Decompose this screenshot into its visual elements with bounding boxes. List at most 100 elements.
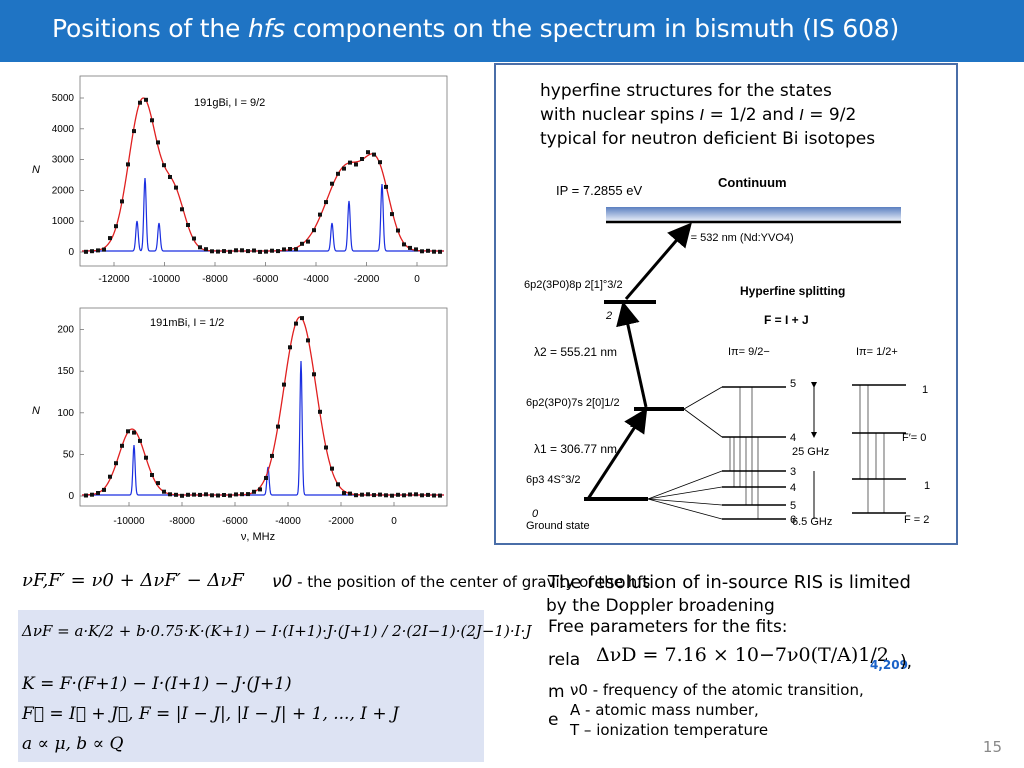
data-point	[270, 453, 274, 458]
data-point	[306, 239, 310, 244]
data-point	[144, 97, 148, 102]
delta-nu-formula: ΔνF = a·K/2 + b·0.75·K·(K+1) − I·(I+1)·J…	[22, 622, 532, 640]
data-point	[408, 492, 412, 497]
svg-text:F = I + J: F = I + J	[764, 313, 809, 327]
data-point	[318, 212, 322, 217]
data-point	[402, 242, 406, 247]
data-point	[102, 487, 106, 492]
x-tick-label: -10000	[149, 274, 181, 285]
data-point	[180, 207, 184, 212]
data-point	[438, 493, 442, 498]
svg-text:4: 4	[790, 432, 796, 444]
data-point	[354, 162, 358, 167]
hfs-formula-box: ΔνF = a·K/2 + b·0.75·K·(K+1) − I·(I+1)·J…	[18, 610, 531, 762]
data-point	[258, 487, 262, 492]
data-point	[96, 491, 100, 495]
data-point	[132, 129, 136, 134]
data-point	[420, 249, 424, 254]
data-point	[300, 316, 304, 321]
svg-text:4: 4	[790, 482, 796, 494]
svg-text:6p3 4S°3/2: 6p3 4S°3/2	[526, 474, 581, 486]
data-point	[360, 492, 364, 497]
free-parameters-heading: Free parameters for the fits:	[548, 617, 788, 637]
data-point	[420, 493, 424, 498]
data-point	[246, 492, 250, 497]
x-tick-label: -2000	[354, 274, 380, 285]
data-point	[258, 249, 262, 254]
svg-text:6p2(3P0)8p 2[1]°3/2: 6p2(3P0)8p 2[1]°3/2	[524, 279, 623, 291]
data-point	[288, 345, 292, 350]
svg-text:1: 1	[922, 384, 928, 396]
data-point	[198, 492, 202, 497]
x-axis-label: ν, MHz	[241, 531, 275, 543]
data-point	[264, 476, 268, 480]
data-point	[114, 224, 118, 229]
data-point	[108, 474, 112, 479]
y-tick-label: 50	[63, 449, 75, 460]
legend-line-1: ν0 - frequency of the atomic transition,	[570, 681, 864, 699]
y-axis-label: N	[32, 164, 40, 176]
data-point	[294, 321, 298, 326]
data-point	[228, 249, 232, 254]
data-point	[276, 249, 280, 254]
x-tick-label: -10000	[113, 516, 145, 527]
data-point	[144, 455, 148, 460]
data-point	[384, 184, 388, 189]
svg-text:Iπ= 1/2+: Iπ= 1/2+	[856, 346, 898, 358]
data-point	[216, 493, 220, 498]
svg-text:F = 2: F = 2	[904, 514, 929, 526]
data-point	[390, 493, 394, 498]
svg-text:6p2(3P0)7s 2[0]1/2: 6p2(3P0)7s 2[0]1/2	[526, 397, 620, 409]
data-point	[342, 166, 346, 171]
page-number: 15	[982, 738, 1002, 756]
data-point	[228, 493, 232, 498]
data-point	[324, 200, 328, 205]
data-point	[210, 493, 214, 498]
data-point	[222, 493, 226, 497]
data-point	[348, 491, 352, 496]
data-point	[378, 492, 382, 497]
data-point	[270, 248, 274, 253]
x-tick-label: -12000	[98, 274, 130, 285]
data-point	[222, 249, 226, 254]
slide-header: Positions of the hfs components on the s…	[0, 0, 1024, 62]
data-point	[138, 100, 142, 105]
data-point	[114, 461, 118, 466]
data-point	[408, 245, 412, 250]
data-point	[378, 160, 382, 165]
data-point	[204, 492, 208, 497]
data-point	[282, 382, 286, 387]
paren-fragment: ),	[900, 652, 913, 672]
data-point	[234, 492, 238, 497]
data-point	[150, 118, 154, 123]
data-point	[168, 492, 172, 497]
svg-text:Hyperfine splitting: Hyperfine splitting	[740, 284, 845, 298]
e-fragment: e	[548, 710, 559, 730]
svg-text:F′= 0: F′= 0	[902, 432, 926, 444]
data-point	[132, 430, 136, 435]
angular-momentum-formula: F⃗ = I⃗ + J⃗, F = |I − J|, |I − J| + 1, …	[22, 704, 399, 724]
data-point	[312, 372, 316, 377]
data-point	[240, 492, 244, 497]
data-point	[252, 489, 256, 494]
y-tick-label: 4000	[52, 124, 75, 135]
y-tick-label: 3000	[52, 155, 75, 166]
data-point	[414, 247, 418, 252]
data-point	[300, 241, 304, 246]
data-point	[396, 492, 400, 497]
data-point	[162, 489, 166, 494]
legend-line-2: A - atomic mass number,	[570, 701, 759, 719]
x-tick-label: -2000	[328, 516, 354, 527]
data-point	[264, 249, 268, 254]
nu0-description: ν0 - the position of the center of gravi…	[272, 572, 651, 592]
data-point	[372, 493, 376, 498]
resolution-line-1: The resolution of in-source RIS is limit…	[548, 572, 911, 593]
data-point	[126, 162, 130, 167]
data-point	[138, 438, 142, 443]
k-formula: K = F·(F+1) − I·(I+1) − J·(J+1)	[22, 674, 292, 694]
data-point	[90, 492, 94, 497]
data-point	[318, 409, 322, 414]
data-point	[276, 424, 280, 429]
x-tick-label: -4000	[275, 516, 301, 527]
data-point	[204, 247, 208, 252]
